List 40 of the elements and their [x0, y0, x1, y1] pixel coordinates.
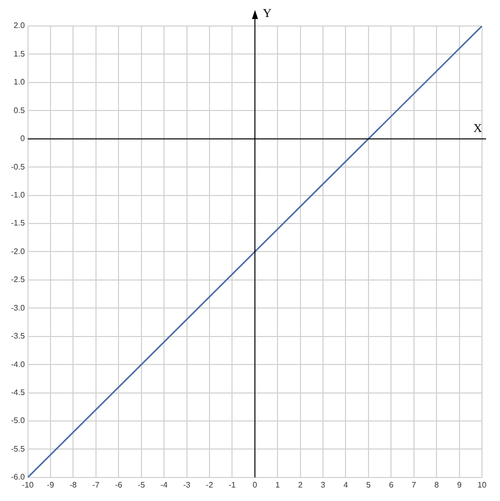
- x-tick-label: 1: [275, 480, 280, 490]
- x-tick-label: 7: [412, 480, 417, 490]
- x-tick-label: 3: [320, 480, 326, 490]
- y-tick-label: -3.0: [10, 303, 26, 312]
- y-tick-label: 1.0: [14, 78, 26, 87]
- y-axis-title: Y: [262, 6, 272, 20]
- y-tick-label: -2.0: [10, 246, 26, 256]
- x-tick-label: 10: [478, 480, 487, 490]
- x-tick-label: -1: [228, 480, 236, 490]
- x-tick-label: -2: [206, 480, 214, 490]
- x-tick-label: -10: [22, 480, 34, 490]
- y-tick-label: -4.5: [10, 388, 26, 397]
- x-axis-title: X: [473, 121, 482, 136]
- x-tick-label: -6: [115, 480, 123, 490]
- x-tick-label: -7: [92, 480, 100, 490]
- y-tick-label: -5.5: [10, 444, 26, 454]
- y-tick-label: -4.0: [10, 360, 26, 369]
- y-tick-label: -1.0: [10, 190, 26, 200]
- y-tick-label: -0.5: [10, 162, 26, 172]
- y-tick-label: 0.5: [14, 106, 26, 115]
- y-tick-label: -2.5: [10, 275, 26, 284]
- x-tick-label: 8: [434, 480, 440, 490]
- y-tick-label: -1.5: [10, 218, 26, 228]
- x-tick-label: -8: [70, 480, 78, 490]
- x-tick-label: 4: [344, 480, 349, 490]
- y-tick-label: 0: [20, 134, 26, 144]
- x-tick-label: 5: [366, 480, 372, 490]
- x-tick-label: -3: [183, 480, 191, 490]
- x-tick-label: -9: [46, 480, 55, 490]
- x-tick-label: 9: [457, 480, 462, 490]
- y-tick-label: -3.5: [10, 332, 26, 341]
- y-tick-label: -6.0: [10, 472, 26, 482]
- x-tick-label: 2: [298, 480, 304, 490]
- y-tick-label: 2.0: [14, 21, 26, 30]
- y-tick-label: -5.0: [10, 416, 26, 426]
- x-tick-label: -4: [160, 480, 168, 490]
- x-tick-label: 0: [252, 480, 258, 490]
- y-tick-label: 1.5: [14, 49, 26, 58]
- x-tick-label: -5: [138, 480, 146, 490]
- x-tick-label: 6: [388, 480, 394, 490]
